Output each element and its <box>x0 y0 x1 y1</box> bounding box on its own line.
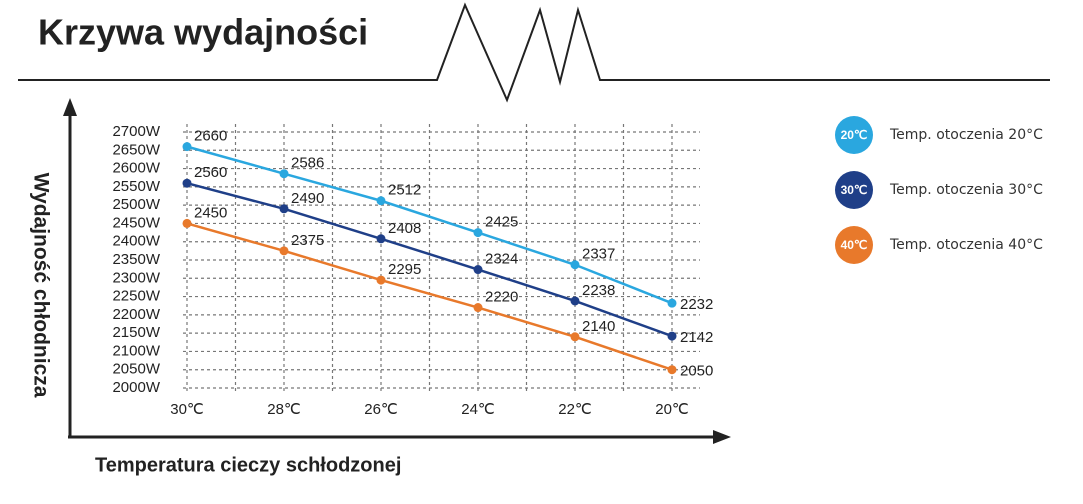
data-label: 2512 <box>388 182 421 199</box>
data-label: 2232 <box>680 296 713 313</box>
x-tick-label: 28℃ <box>267 401 301 418</box>
y-tick-label: 2600W <box>112 160 160 177</box>
data-point <box>570 332 580 342</box>
data-point <box>570 260 580 270</box>
data-point <box>182 218 192 228</box>
data-point <box>473 265 483 275</box>
y-tick-label: 2650W <box>112 141 160 158</box>
x-tick-label: 30℃ <box>170 401 204 418</box>
y-tick-label: 2000W <box>112 379 160 396</box>
data-point <box>182 142 192 152</box>
data-label: 2238 <box>582 282 615 299</box>
series-line <box>186 222 673 371</box>
data-label: 2586 <box>291 155 324 172</box>
legend-badge-label: 30℃ <box>841 183 868 197</box>
y-tick-label: 2450W <box>112 214 160 231</box>
y-tick-label: 2100W <box>112 342 160 359</box>
data-label: 2375 <box>291 232 324 249</box>
data-label: 2425 <box>485 214 518 231</box>
data-label: 2560 <box>194 164 227 181</box>
data-point <box>473 303 483 313</box>
legend-badge-label: 40℃ <box>841 238 868 252</box>
y-axis-title: Wydajność chłodnicza <box>29 173 52 398</box>
y-tick-label: 2300W <box>112 269 160 286</box>
legend-badge <box>835 226 873 264</box>
legend-label: Temp. otoczenia 30°C <box>889 182 1043 198</box>
x-tick-label: 26℃ <box>364 401 398 418</box>
data-point <box>376 196 386 206</box>
y-axis-arrow <box>63 98 77 116</box>
data-point <box>376 275 386 285</box>
y-tick-label: 2350W <box>112 251 160 268</box>
data-label: 2324 <box>485 250 518 267</box>
y-tick-label: 2500W <box>112 196 160 213</box>
data-point <box>570 296 580 306</box>
data-label: 2408 <box>388 220 421 237</box>
legend-label: Temp. otoczenia 20°C <box>889 127 1043 143</box>
header-line <box>18 2 1050 103</box>
y-tick-label: 2400W <box>112 233 160 250</box>
data-label: 2050 <box>680 363 713 380</box>
x-tick-label: 24℃ <box>461 401 495 418</box>
data-label: 2140 <box>582 318 615 335</box>
x-tick-label: 20℃ <box>655 401 689 418</box>
data-point <box>279 246 289 256</box>
y-tick-label: 2250W <box>112 288 160 305</box>
data-point <box>279 204 289 214</box>
data-point <box>667 298 677 308</box>
data-label: 2490 <box>291 190 324 207</box>
data-label: 2220 <box>485 289 518 306</box>
data-label: 2450 <box>194 204 227 221</box>
data-point <box>376 234 386 244</box>
data-point <box>279 169 289 179</box>
data-label: 2660 <box>194 128 227 145</box>
series-line <box>186 181 673 338</box>
legend-badge-label: 20℃ <box>841 128 868 142</box>
legend-label: Temp. otoczenia 40°C <box>889 237 1043 253</box>
y-tick-label: 2200W <box>112 306 160 323</box>
data-label: 2337 <box>582 246 615 263</box>
x-axis-arrow <box>713 430 731 444</box>
x-axis-title: Temperatura cieczy schłodzonej <box>95 454 401 476</box>
legend-badge <box>835 171 873 209</box>
x-tick-label: 22℃ <box>558 401 592 418</box>
data-point <box>182 178 192 188</box>
y-tick-label: 2150W <box>112 324 160 341</box>
data-label: 2295 <box>388 261 421 278</box>
data-label: 2142 <box>680 329 713 346</box>
y-tick-label: 2050W <box>112 361 160 378</box>
legend-badge <box>835 116 873 154</box>
series-line <box>186 145 673 305</box>
y-tick-label: 2700W <box>112 123 160 140</box>
y-tick-label: 2550W <box>112 178 160 195</box>
data-point <box>667 331 677 341</box>
data-point <box>667 365 677 375</box>
data-point <box>473 228 483 238</box>
chart-title: Krzywa wydajności <box>38 12 368 53</box>
